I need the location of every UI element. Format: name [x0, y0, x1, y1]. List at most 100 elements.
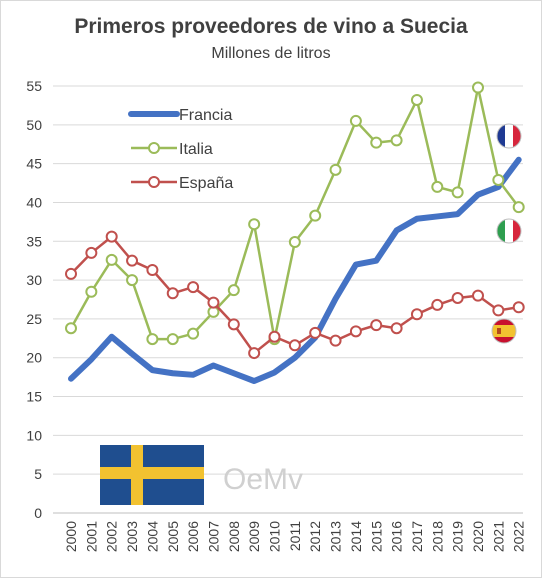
- data-point-italia: [370, 136, 383, 149]
- series-line-francia: [68, 156, 522, 385]
- y-tick-label: 0: [34, 505, 42, 521]
- x-tick-label: 2015: [368, 521, 384, 552]
- data-point-espana: [166, 287, 179, 300]
- data-point-italia: [126, 274, 139, 287]
- flag-france-icon: [496, 123, 522, 149]
- x-tick-label: 2019: [450, 521, 466, 552]
- x-tick-label: 2007: [205, 521, 221, 552]
- x-tick-label: 2020: [470, 521, 486, 552]
- legend-item-italia: Italia: [131, 141, 213, 158]
- data-point-italia: [65, 322, 77, 335]
- x-tick-label: 2014: [348, 521, 364, 552]
- data-point-espana: [268, 330, 281, 343]
- data-point-italia: [410, 93, 423, 106]
- oemv-logo-text: OeMv: [223, 463, 303, 496]
- flag-italy-icon: [496, 218, 522, 244]
- y-tick-label: 45: [26, 156, 42, 172]
- data-point-espana: [146, 263, 159, 276]
- legend-item-francia: Francia: [128, 107, 232, 124]
- data-point-espana: [105, 230, 118, 243]
- y-tick-label: 10: [26, 427, 42, 443]
- data-point-espana: [472, 289, 484, 302]
- data-point-italia: [146, 333, 159, 346]
- y-tick-label: 15: [26, 389, 42, 405]
- legend-label-espana: España: [179, 175, 233, 192]
- y-tick-label: 5: [34, 466, 42, 482]
- chart-subtitle: Millones de litros: [211, 45, 331, 62]
- x-tick-label: 2017: [409, 521, 425, 552]
- data-point-espana: [227, 318, 240, 331]
- data-point-espana: [288, 339, 301, 352]
- legend: Francia Italia España: [128, 107, 233, 192]
- y-tick-label: 25: [26, 311, 42, 327]
- data-point-espana: [492, 304, 505, 317]
- x-tick-label: 2022: [511, 521, 527, 552]
- data-point-italia: [431, 180, 444, 193]
- x-tick-label: 2011: [287, 521, 303, 551]
- x-tick-label: 2008: [226, 521, 242, 552]
- data-point-espana: [309, 326, 322, 339]
- legend-label-francia: Francia: [179, 107, 232, 124]
- data-point-italia: [309, 209, 322, 222]
- x-tick-label: 2021: [490, 521, 506, 552]
- data-point-espana: [349, 325, 362, 338]
- data-point-italia: [451, 186, 464, 199]
- data-point-espana: [431, 298, 444, 311]
- flag-sweden-icon: [100, 445, 204, 505]
- oemv-logo: OeMv: [223, 463, 303, 496]
- x-tick-label: 2003: [124, 521, 140, 552]
- x-axis-ticks: 2000 2001 2002 2003 2004 2005 2006 2007 2008 2009…: [63, 521, 527, 552]
- data-point-espana: [410, 308, 423, 321]
- legend-label-italia: Italia: [179, 141, 213, 158]
- data-point-italia: [512, 201, 525, 214]
- data-point-espana: [207, 296, 220, 309]
- data-point-italia: [187, 327, 200, 340]
- data-point-italia: [492, 173, 505, 186]
- x-tick-label: 2005: [165, 521, 181, 552]
- y-tick-label: 50: [26, 117, 42, 133]
- x-tick-label: 2013: [328, 521, 344, 552]
- data-point-italia: [390, 134, 403, 147]
- data-point-italia: [329, 163, 342, 176]
- y-tick-label: 55: [26, 78, 42, 94]
- data-point-espana: [65, 267, 77, 280]
- chart-title: Primeros proveedores de vino a Suecia: [74, 15, 468, 38]
- x-tick-label: 2004: [144, 521, 160, 552]
- x-tick-label: 2000: [63, 521, 79, 552]
- x-tick-label: 2002: [104, 521, 120, 552]
- y-tick-label: 35: [26, 233, 42, 249]
- series-layer: [65, 81, 525, 385]
- x-tick-label: 2009: [246, 521, 262, 552]
- data-point-italia: [472, 81, 484, 94]
- data-point-espana: [248, 347, 261, 360]
- data-point-italia: [85, 285, 98, 298]
- series-francia: [68, 156, 522, 385]
- legend-item-espana: España: [131, 175, 233, 192]
- data-point-italia: [248, 218, 261, 231]
- data-point-espana: [451, 291, 464, 304]
- flag-spain-icon: [491, 318, 517, 344]
- data-point-espana: [187, 281, 200, 294]
- data-point-espana: [370, 319, 383, 332]
- y-tick-label: 30: [26, 272, 42, 288]
- y-tick-label: 20: [26, 350, 42, 366]
- data-point-italia: [105, 253, 118, 266]
- data-point-espana: [85, 246, 98, 259]
- x-tick-label: 2006: [185, 521, 201, 552]
- data-point-italia: [349, 114, 362, 127]
- data-point-italia: [166, 333, 179, 346]
- x-tick-label: 2010: [267, 521, 283, 552]
- series-espana: [65, 230, 525, 360]
- data-point-espana: [512, 301, 525, 314]
- x-tick-label: 2018: [429, 521, 445, 552]
- data-point-espana: [390, 322, 403, 335]
- x-tick-label: 2016: [389, 521, 405, 552]
- data-point-espana: [329, 334, 342, 347]
- data-point-italia: [288, 236, 301, 249]
- y-tick-label: 40: [26, 194, 42, 210]
- y-axis-ticks: 0 5 10 15 20 25 30 35 40 45 50 55: [26, 78, 42, 521]
- x-tick-label: 2001: [83, 521, 99, 552]
- data-point-italia: [227, 284, 240, 297]
